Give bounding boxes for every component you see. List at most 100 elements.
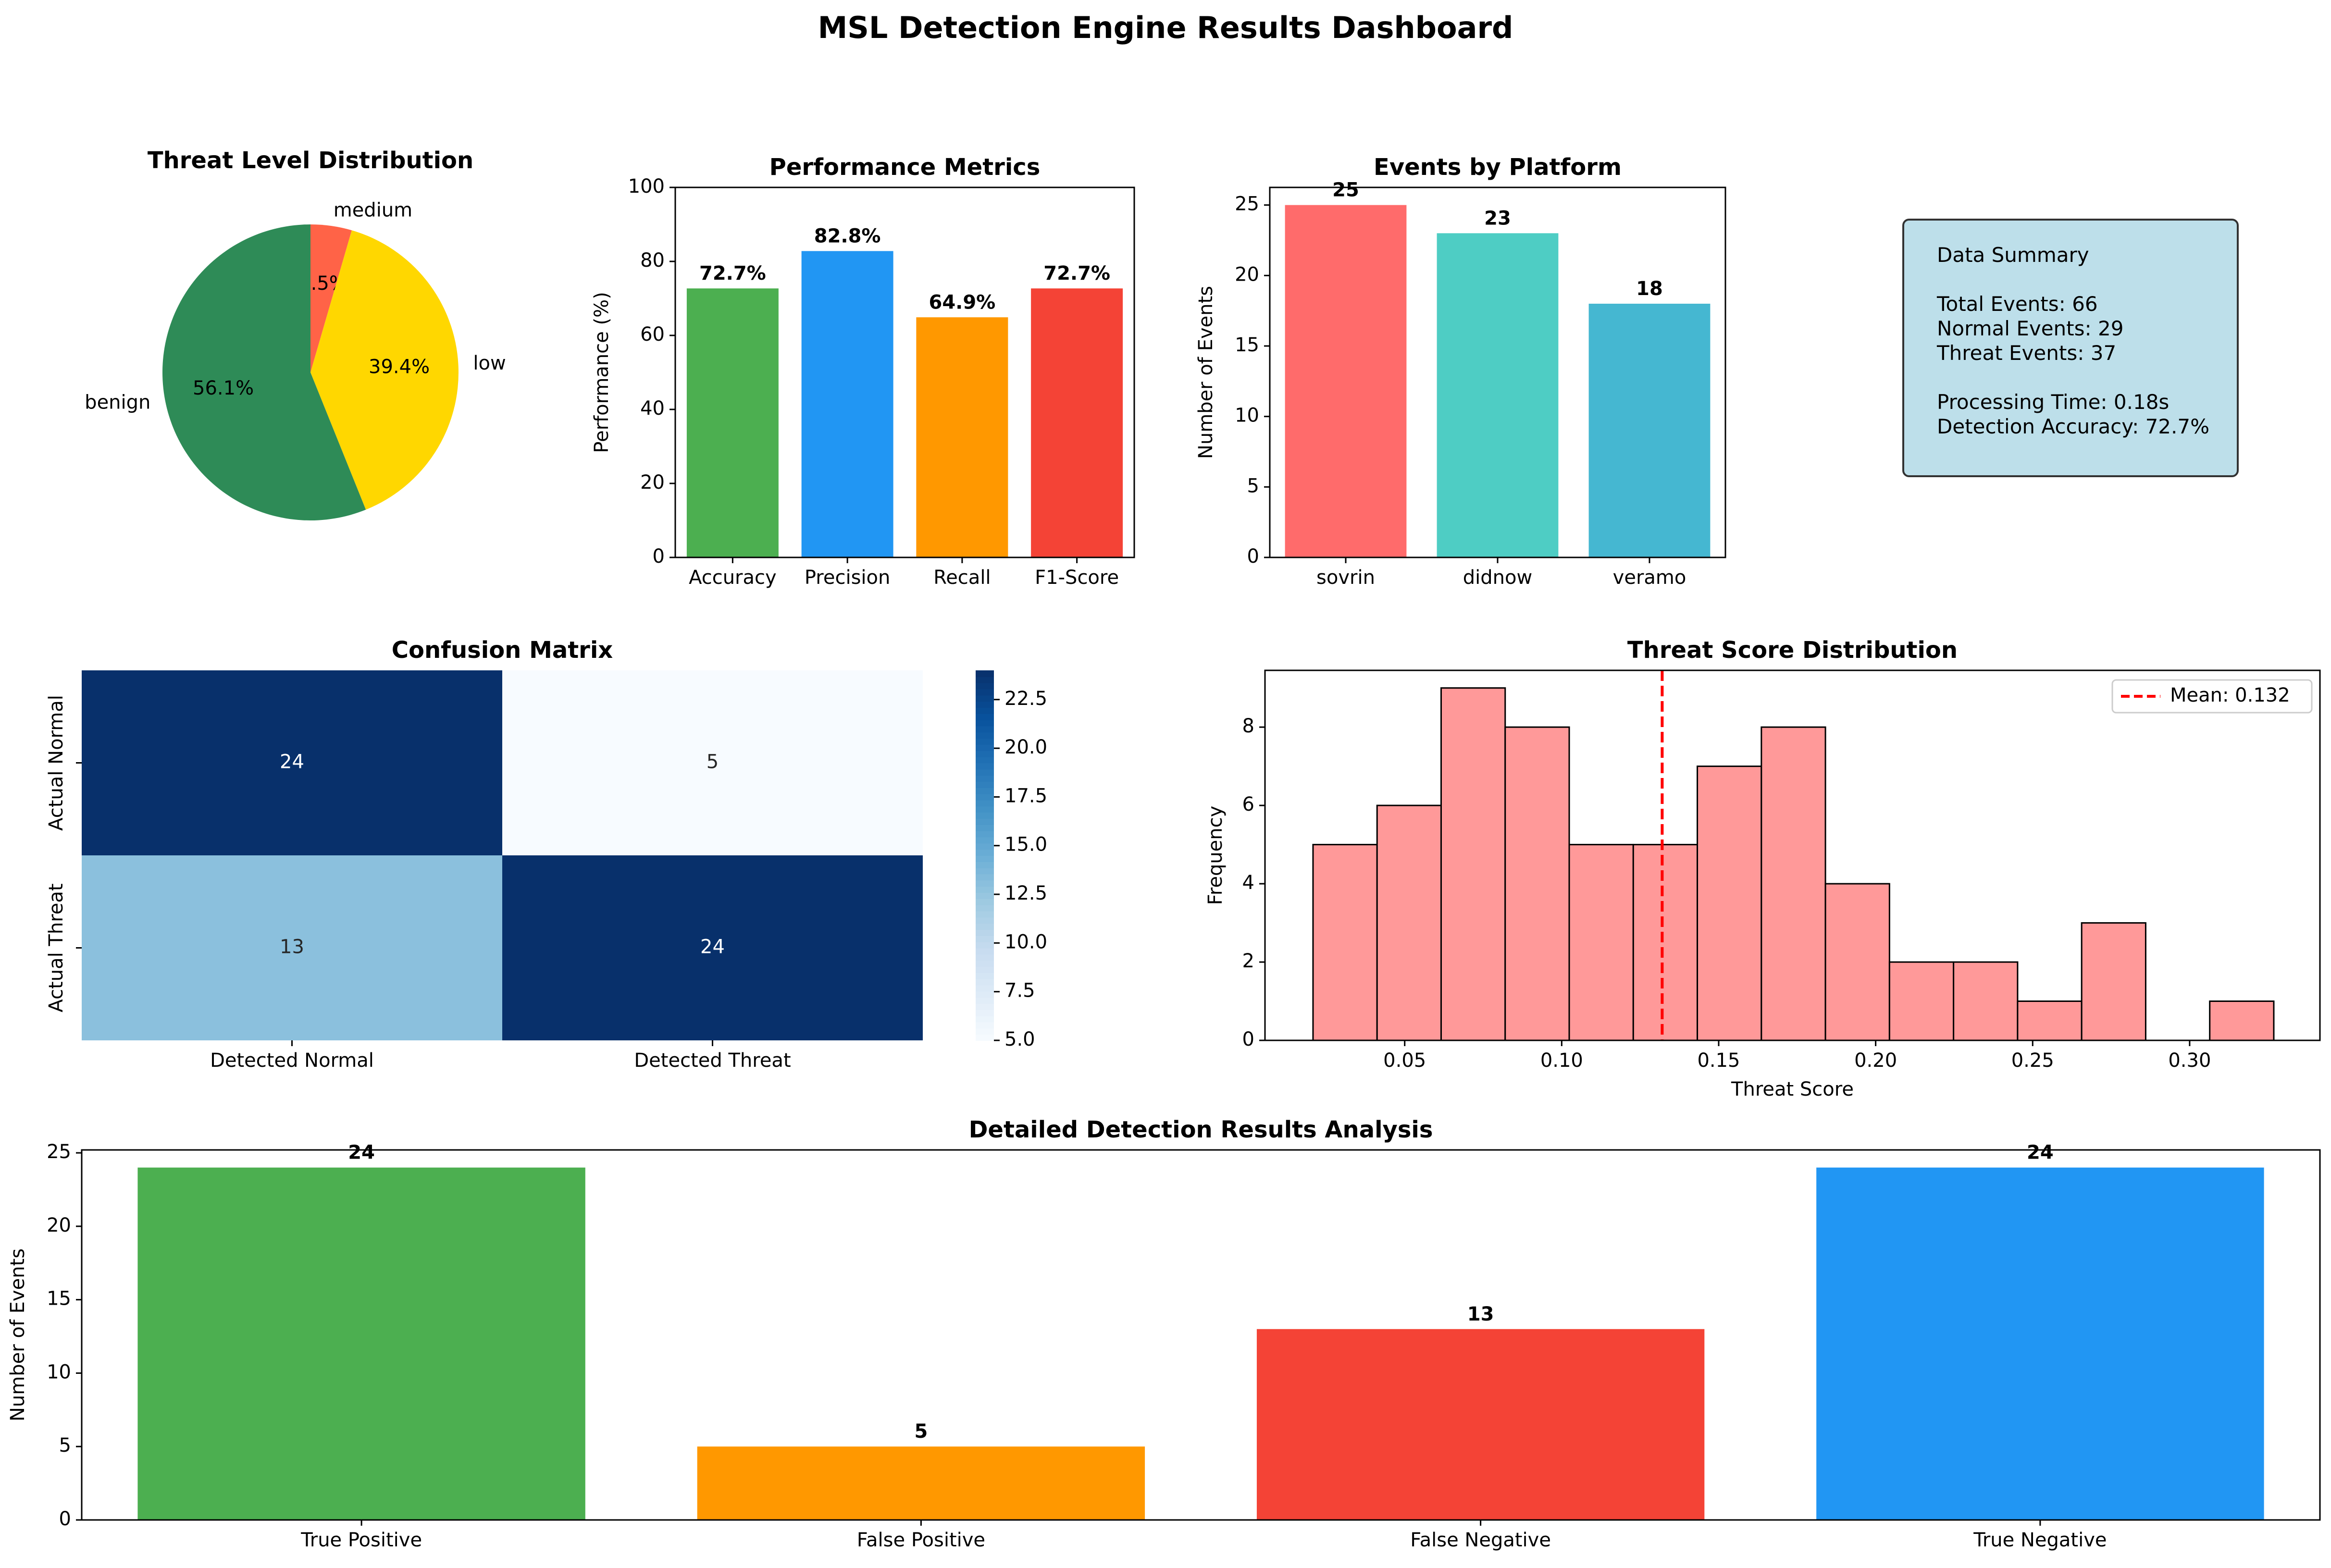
detailed-xtick-label: False Positive xyxy=(857,1529,985,1551)
colorbar-segment xyxy=(976,769,994,776)
platform-value-label: 18 xyxy=(1636,278,1663,300)
colorbar-segment xyxy=(976,818,994,825)
performance-xtick-label: F1-Score xyxy=(1035,567,1119,589)
colorbar-segment xyxy=(976,855,994,862)
colorbar-segment xyxy=(976,676,994,683)
colorbar-segment xyxy=(976,991,994,998)
pie-slice-benign xyxy=(162,224,366,520)
colorbar-segment xyxy=(976,929,994,936)
platform-ylabel: Number of Events xyxy=(1195,286,1217,459)
pie-label-benign: benign xyxy=(85,392,150,414)
colorbar-tick-label: 17.5 xyxy=(1004,785,1047,807)
colorbar-segment xyxy=(976,707,994,714)
confusion-cell-value: 24 xyxy=(280,751,304,773)
colorbar-tick-label: 7.5 xyxy=(1004,980,1035,1002)
colorbar-segment xyxy=(976,701,994,708)
colorbar-segment xyxy=(976,787,994,794)
detailed-title: Detailed Detection Results Analysis xyxy=(969,1116,1433,1143)
histogram-xtick-label: 0.05 xyxy=(1383,1049,1426,1072)
performance-xtick-label: Accuracy xyxy=(689,567,777,589)
colorbar-segment xyxy=(976,756,994,764)
detailed-bar-true-positive xyxy=(137,1167,585,1520)
confusion-cell xyxy=(82,855,502,1040)
colorbar-segment xyxy=(976,978,994,986)
confusion-row-label: Actual Normal xyxy=(45,695,67,831)
pie-pct-benign: 56.1% xyxy=(193,377,254,399)
colorbar-segment xyxy=(976,886,994,893)
confusion-cell-value: 24 xyxy=(700,936,725,958)
colorbar-segment xyxy=(976,1009,994,1016)
colorbar-segment xyxy=(976,948,994,955)
data-summary-box xyxy=(1902,219,2239,477)
summary-line-normal: Normal Events: 29 xyxy=(1937,317,2124,340)
colorbar-segment xyxy=(976,843,994,850)
histogram-xtick-label: 0.25 xyxy=(2011,1049,2054,1072)
histogram-ytick-label: 4 xyxy=(1242,872,1254,894)
detailed-ytick-label: 20 xyxy=(47,1214,71,1236)
platform-ytick-label: 0 xyxy=(1247,545,1259,568)
platform-title: Events by Platform xyxy=(1374,154,1622,181)
histogram-legend xyxy=(2111,679,2313,714)
performance-title: Performance Metrics xyxy=(769,154,1041,181)
confusion-cell-value: 13 xyxy=(280,936,304,958)
colorbar-segment xyxy=(976,923,994,930)
detailed-ytick-label: 10 xyxy=(47,1361,71,1383)
legend-mean-label: Mean: 0.132 xyxy=(2170,684,2290,706)
performance-bar-f1-score xyxy=(1031,288,1123,557)
colorbar-segment xyxy=(976,732,994,739)
performance-bar-recall xyxy=(916,317,1008,557)
pie-label-medium: medium xyxy=(334,199,412,222)
histogram-bin xyxy=(1504,726,1570,1041)
histogram-xlabel: Threat Score xyxy=(1731,1078,1854,1100)
histogram-bin xyxy=(1888,961,1955,1041)
histogram-axes-frame xyxy=(1264,669,2321,1041)
colorbar-segment xyxy=(976,775,994,782)
histogram-xtick-label: 0.30 xyxy=(2168,1049,2211,1072)
confusion-col-label: Detected Normal xyxy=(210,1049,374,1072)
colorbar-segment xyxy=(976,738,994,745)
performance-ytick-label: 80 xyxy=(640,249,665,272)
confusion-cell-value: 5 xyxy=(707,751,719,773)
pie-slice-low xyxy=(310,230,459,510)
colorbar-segment xyxy=(976,1022,994,1029)
colorbar-segment xyxy=(976,1028,994,1035)
colorbar-segment xyxy=(976,670,994,677)
performance-axes-frame xyxy=(674,186,1135,558)
detailed-ytick-label: 15 xyxy=(47,1288,71,1310)
histogram-bin xyxy=(2081,922,2146,1041)
colorbar-segment xyxy=(976,867,994,875)
performance-xtick-label: Recall xyxy=(933,567,991,589)
performance-ylabel: Performance (%) xyxy=(591,292,613,453)
colorbar-segment xyxy=(976,1015,994,1023)
platform-bar-didnow xyxy=(1437,233,1559,557)
colorbar-segment xyxy=(976,695,994,702)
performance-bar-precision xyxy=(801,251,893,557)
platform-value-label: 23 xyxy=(1484,207,1511,229)
detailed-value-label: 24 xyxy=(348,1142,375,1164)
histogram-ylabel: Frequency xyxy=(1204,806,1227,905)
colorbar-segment xyxy=(976,966,994,973)
platform-ytick-label: 5 xyxy=(1247,475,1259,497)
performance-ytick-label: 40 xyxy=(640,397,665,420)
colorbar-segment xyxy=(976,793,994,801)
colorbar-segment xyxy=(976,682,994,690)
colorbar-segment xyxy=(976,719,994,727)
detailed-ytick-label: 25 xyxy=(47,1141,71,1163)
colorbar-tick-label: 20.0 xyxy=(1004,736,1047,758)
detailed-value-label: 24 xyxy=(2027,1142,2054,1164)
detailed-xtick-label: True Positive xyxy=(300,1529,422,1551)
confusion-cell xyxy=(502,855,923,1040)
colorbar-segment xyxy=(976,911,994,918)
performance-ytick-label: 20 xyxy=(640,471,665,494)
colorbar-segment xyxy=(976,830,994,838)
histogram-bin xyxy=(1312,844,1378,1041)
colorbar-tick-label: 10.0 xyxy=(1004,931,1047,953)
colorbar-segment xyxy=(976,1034,994,1041)
performance-ytick-label: 0 xyxy=(653,545,665,568)
detailed-axes-frame xyxy=(81,1149,2321,1521)
detailed-bar-true-negative xyxy=(1816,1167,2264,1520)
detailed-ylabel: Number of Events xyxy=(7,1248,29,1421)
histogram-bin xyxy=(2209,1000,2275,1041)
